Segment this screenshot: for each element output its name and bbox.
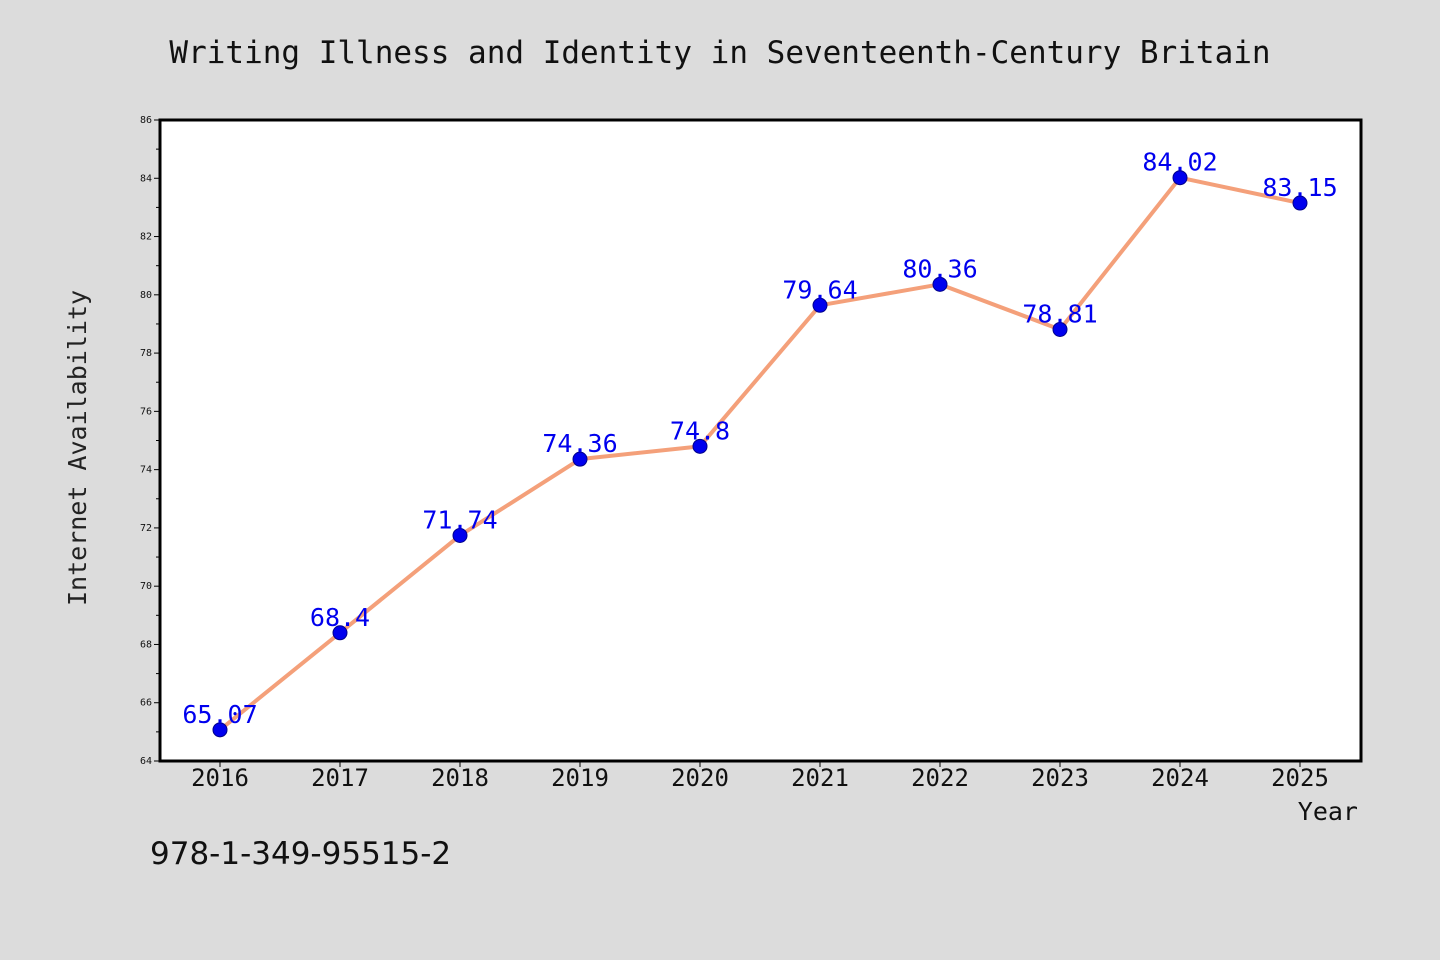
data-point [1172,170,1188,186]
y-axis: 64 66 68 70 72 74 76 78 80 82 84 86 [140,115,160,767]
x-axis-label: Year [1298,797,1358,826]
data-point [812,297,828,313]
y-axis-label: Internet Availability [63,290,92,606]
data-label: 78.81 [1022,299,1097,328]
data-label: 71.74 [422,505,497,534]
data-label: 84.02 [1142,148,1217,177]
x-tick-label: 2022 [911,764,969,792]
data-label: 74.36 [542,429,617,458]
series-line-layer [218,175,1302,732]
y-tick-label: 66 [140,698,152,709]
x-tick-label: 2017 [311,764,369,792]
x-tick-label: 2024 [1151,764,1209,792]
data-point [212,722,228,738]
y-tick-label: 68 [140,639,152,650]
data-label: 79.64 [782,275,857,304]
plot-area [158,118,1363,763]
data-point [932,276,948,292]
data-point [1052,321,1068,337]
x-tick-label: 2016 [191,764,249,792]
data-labels: 65.07 68.4 71.74 74.36 74.8 79.64 80.36 78.81 84… [182,148,1337,729]
y-tick-label: 72 [140,523,152,534]
data-label: 83.15 [1262,173,1337,202]
series-line [218,175,1302,732]
data-points [212,170,1308,738]
data-point [1292,195,1308,211]
data-label: 65.07 [182,700,257,729]
data-point [692,438,708,454]
x-tick-label: 2025 [1271,764,1329,792]
y-tick-label: 78 [140,348,152,359]
y-tick-label: 64 [140,756,152,767]
x-tick-label: 2021 [791,764,849,792]
data-point [332,625,348,641]
chart-title: Writing Illness and Identity in Seventee… [169,35,1270,71]
data-label: 68.4 [310,603,370,632]
data-label: 80.36 [902,254,977,283]
data-label: 74.8 [670,416,730,445]
x-tick-label: 2018 [431,764,489,792]
y-tick-label: 74 [140,465,152,476]
y-tick-label: 76 [140,406,152,417]
data-point [452,527,468,543]
isbn-text: 978-1-349-95515-2 [150,836,451,872]
y-tick-label: 70 [140,581,152,592]
y-tick-label: 84 [140,173,152,184]
x-tick-label: 2019 [551,764,609,792]
y-tick-label: 86 [140,115,152,126]
x-axis: 2016 2017 2018 2019 2020 2021 2022 2023 2024 2025 [191,761,1329,792]
x-tick-label: 2020 [671,764,729,792]
data-point [572,451,588,467]
y-tick-label: 82 [140,232,152,243]
x-tick-label: 2023 [1031,764,1089,792]
y-tick-label: 80 [140,290,152,301]
